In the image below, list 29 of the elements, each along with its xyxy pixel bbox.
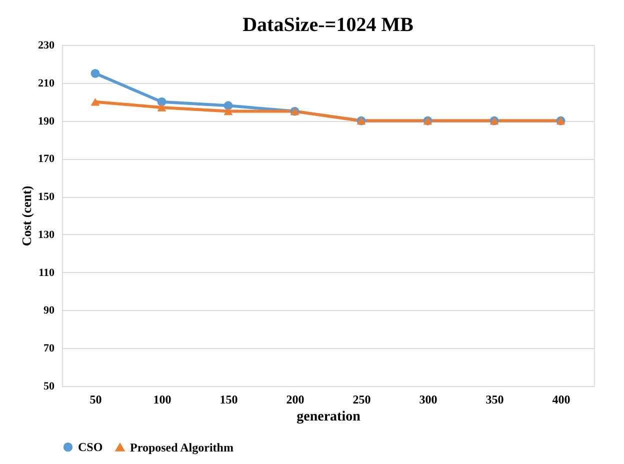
x-tick-label: 300 (419, 392, 438, 406)
point (224, 101, 233, 110)
y-tick-label: 190 (38, 115, 55, 128)
x-tick-label: 400 (552, 392, 570, 406)
x-tick-label: 250 (352, 392, 371, 406)
y-tick-label: 150 (38, 191, 55, 204)
y-axis-title: Cost (cent) (19, 186, 34, 246)
x-tick-label: 100 (153, 392, 172, 406)
y-tick-label: 230 (38, 40, 55, 52)
legend-label: CSO (78, 440, 103, 454)
point (90, 98, 100, 106)
y-tick-label: 90 (44, 304, 55, 317)
y-tick-label: 70 (44, 342, 55, 355)
y-tick-label: 50 (44, 380, 55, 392)
point (157, 97, 166, 106)
x-axis-title: generation (296, 410, 361, 424)
chart-title: DataSize-=1024 MB (242, 14, 414, 36)
x-tick-label: 350 (486, 392, 504, 406)
y-tick-label: 130 (38, 228, 55, 241)
x-tick-label: 50 (90, 392, 102, 406)
x-tick-label: 150 (220, 392, 238, 406)
y-tick-label: 170 (38, 153, 55, 166)
point (224, 107, 233, 116)
point (157, 104, 166, 112)
y-tick-label: 210 (38, 77, 55, 90)
point (90, 68, 100, 78)
x-tick-label: 200 (286, 392, 304, 406)
y-tick-label: 110 (38, 266, 55, 279)
legend-label: Proposed Algorithm (130, 440, 234, 454)
